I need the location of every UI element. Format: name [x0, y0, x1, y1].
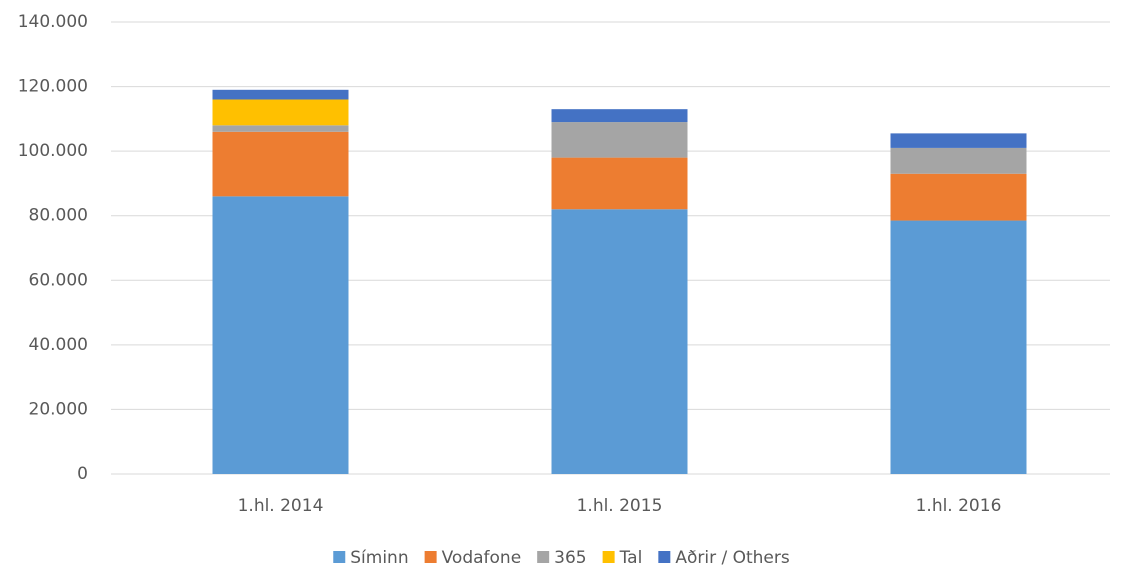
y-tick-label: 40.000	[29, 335, 88, 355]
legend-label: Síminn	[350, 548, 408, 568]
legend-swatch	[424, 551, 437, 563]
legend-swatch	[658, 551, 671, 563]
legend-label: Aðrir / Others	[675, 548, 790, 568]
bar-segment	[551, 157, 688, 210]
bar-segment	[212, 89, 349, 100]
y-tick-label: 20.000	[29, 399, 88, 419]
legend-swatch	[537, 551, 550, 563]
y-tick-label: 80.000	[29, 206, 88, 226]
bar-segment	[890, 147, 1027, 174]
x-tick-label: 1.hl. 2015	[577, 496, 663, 516]
legend-label: Vodafone	[442, 548, 522, 568]
legend-swatch	[333, 551, 346, 563]
bar-segment	[212, 99, 349, 126]
y-tick-label: 140.000	[18, 12, 88, 32]
bar-segment	[890, 220, 1027, 474]
bar-segment	[212, 196, 349, 475]
bar-segment	[890, 133, 1027, 148]
x-tick-label: 1.hl. 2016	[916, 496, 1002, 516]
y-tick-label: 60.000	[29, 270, 88, 290]
y-tick-label: 120.000	[18, 77, 88, 97]
legend-swatch	[602, 551, 615, 563]
bar-segment	[551, 109, 688, 123]
y-tick-label: 100.000	[18, 141, 88, 161]
x-tick-label: 1.hl. 2014	[238, 496, 324, 516]
bar-segment	[551, 122, 688, 158]
bar-segment	[890, 173, 1027, 221]
bar-segment	[212, 131, 349, 197]
bar-segment	[212, 125, 349, 132]
legend-label: Tal	[619, 548, 643, 568]
legend-label: 365	[554, 548, 586, 568]
bar-segment	[551, 209, 688, 474]
y-tick-label: 0	[77, 464, 88, 484]
